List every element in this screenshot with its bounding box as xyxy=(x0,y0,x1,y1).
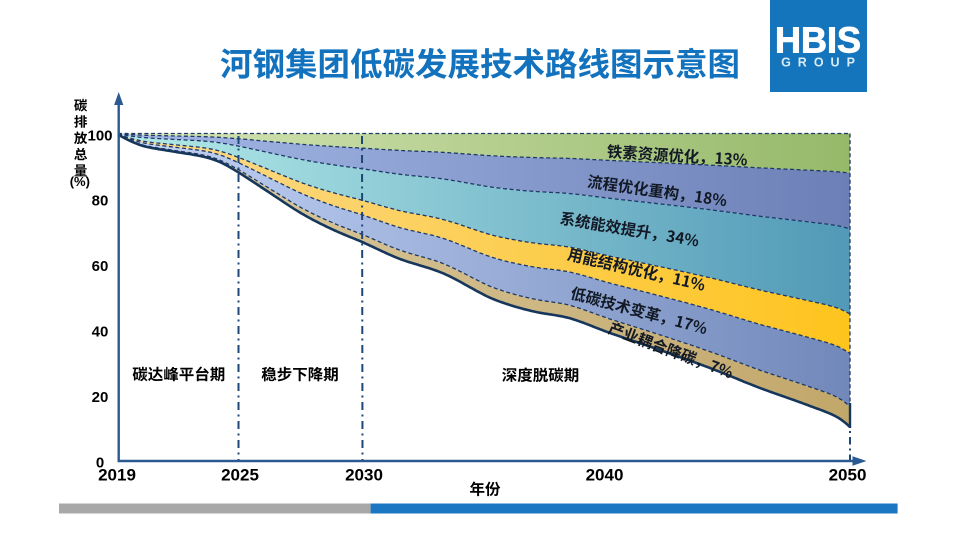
svg-text:2040: 2040 xyxy=(586,466,624,485)
svg-text:40: 40 xyxy=(92,324,109,341)
svg-text:2025: 2025 xyxy=(221,466,259,485)
svg-text:80: 80 xyxy=(92,193,109,210)
svg-text:2050: 2050 xyxy=(829,466,867,485)
svg-text:100: 100 xyxy=(87,127,112,144)
svg-text:2019: 2019 xyxy=(98,466,136,485)
svg-text:60: 60 xyxy=(92,258,109,275)
svg-text:HBIS: HBIS xyxy=(775,20,861,61)
svg-text:(%): (%) xyxy=(70,174,90,189)
svg-text:2030: 2030 xyxy=(345,466,383,485)
svg-text:0: 0 xyxy=(96,454,104,471)
svg-text:20: 20 xyxy=(92,389,109,406)
svg-text:GROUP: GROUP xyxy=(781,56,862,70)
